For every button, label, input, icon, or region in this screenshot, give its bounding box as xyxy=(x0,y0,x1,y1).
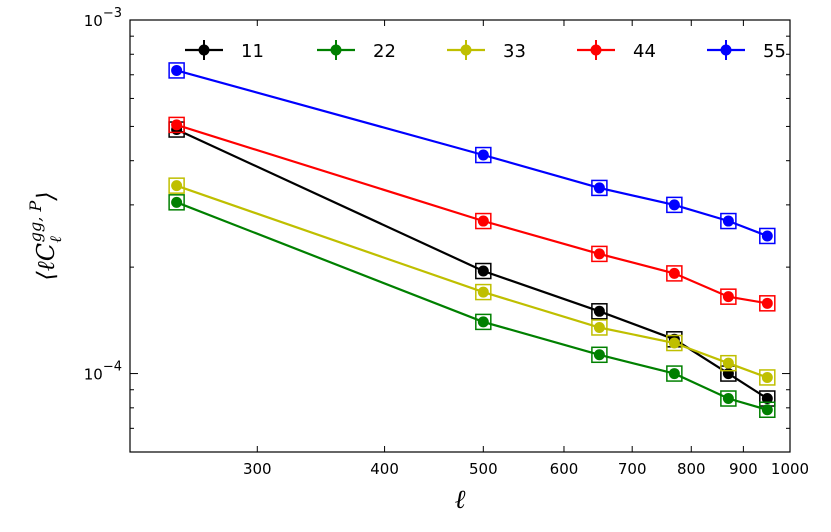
data-point-44 xyxy=(593,248,605,260)
marker-square-22 xyxy=(168,194,185,211)
series-layer xyxy=(168,62,776,419)
data-point-33 xyxy=(593,321,605,333)
data-point-33 xyxy=(171,180,183,192)
legend-marker-11 xyxy=(198,44,210,56)
marker-square-22 xyxy=(666,365,683,382)
x-tick-label: 600 xyxy=(550,460,579,478)
marker-square-33 xyxy=(168,177,185,194)
data-point-22 xyxy=(171,196,183,208)
plot-frame xyxy=(129,19,791,453)
data-point-55 xyxy=(477,149,489,161)
marker-square-11 xyxy=(591,303,608,320)
marker-square-22 xyxy=(475,313,492,331)
y-tick-exponent: −3 xyxy=(103,6,122,21)
legend-marker-44 xyxy=(590,44,602,56)
y-tick-base: 10 xyxy=(84,12,103,30)
x-axis-label: ℓ xyxy=(455,485,466,515)
marker-square-11 xyxy=(475,262,492,280)
legend-marker-33 xyxy=(460,44,472,56)
data-point-44 xyxy=(477,215,489,227)
data-point-22 xyxy=(668,368,680,380)
legend: 11 22 33 44 55 xyxy=(185,40,786,62)
marker-square-55 xyxy=(720,212,737,230)
data-point-44 xyxy=(171,119,183,131)
series-line-55 xyxy=(176,69,768,238)
y-tick-base: 10 xyxy=(84,366,103,384)
y-tick-label: 10−4 xyxy=(84,360,122,384)
legend-label-11: 11 xyxy=(241,41,264,62)
marker-square-33 xyxy=(475,283,492,301)
y-label-open: ⟨ℓC xyxy=(32,243,60,281)
data-point-55 xyxy=(761,230,773,242)
series-line-22 xyxy=(176,201,768,411)
marker-square-44 xyxy=(168,116,185,134)
data-point-22 xyxy=(722,393,734,405)
marker-square-55 xyxy=(591,179,608,197)
y-label-close: ⟩ xyxy=(32,191,60,201)
marker-square-44 xyxy=(666,265,683,282)
series-line-44 xyxy=(176,123,768,305)
marker-square-55 xyxy=(168,62,185,79)
legend-label-44: 44 xyxy=(633,41,656,62)
marker-square-33 xyxy=(759,369,776,386)
ticks-layer xyxy=(130,19,791,453)
data-point-33 xyxy=(722,357,734,369)
data-point-33 xyxy=(668,337,680,349)
data-point-22 xyxy=(593,349,605,361)
marker-square-44 xyxy=(591,245,608,263)
marker-square-44 xyxy=(475,212,492,230)
marker-square-33 xyxy=(666,334,683,352)
y-label-sub: ℓ xyxy=(46,236,65,243)
marker-square-44 xyxy=(720,288,737,305)
marker-square-22 xyxy=(720,390,737,407)
data-point-11 xyxy=(722,368,734,380)
y-axis-label: ⟨ℓCℓgg, P⟩ xyxy=(26,191,65,280)
series-line-33 xyxy=(176,184,768,379)
data-point-33 xyxy=(761,371,773,383)
marker-square-22 xyxy=(759,401,776,419)
data-point-11 xyxy=(761,393,773,405)
data-point-44 xyxy=(668,267,680,279)
x-tick-label: 700 xyxy=(618,460,647,478)
data-point-55 xyxy=(722,215,734,227)
marker-square-33 xyxy=(591,319,608,336)
legend-label-33: 33 xyxy=(503,41,526,62)
data-point-44 xyxy=(722,291,734,303)
data-point-55 xyxy=(593,182,605,194)
legend-marker-22 xyxy=(330,44,342,56)
x-tick-label: 400 xyxy=(370,460,399,478)
marker-square-55 xyxy=(759,227,776,245)
series-line-11 xyxy=(176,128,768,400)
data-point-33 xyxy=(477,286,489,298)
data-point-11 xyxy=(477,265,489,277)
marker-square-55 xyxy=(666,196,683,214)
marker-square-33 xyxy=(720,354,737,372)
legend-label-22: 22 xyxy=(373,41,396,62)
data-point-22 xyxy=(761,404,773,416)
data-point-44 xyxy=(761,297,773,309)
x-tick-label: 1000 xyxy=(771,460,809,478)
y-tick-exponent: −4 xyxy=(103,360,122,375)
x-tick-label: 500 xyxy=(469,460,498,478)
x-tick-label: 800 xyxy=(677,460,706,478)
y-tick-label: 10−3 xyxy=(84,6,122,30)
marker-square-22 xyxy=(591,346,608,364)
data-point-22 xyxy=(477,316,489,328)
x-tick-label: 300 xyxy=(243,460,272,478)
data-point-55 xyxy=(171,64,183,76)
data-point-55 xyxy=(668,199,680,211)
data-point-11 xyxy=(593,305,605,317)
marker-square-44 xyxy=(759,295,776,312)
legend-marker-55 xyxy=(720,44,732,56)
x-tick-label: 900 xyxy=(729,460,758,478)
y-label-sup: gg, P xyxy=(26,201,45,243)
legend-label-55: 55 xyxy=(763,41,786,62)
marker-square-55 xyxy=(475,146,492,164)
